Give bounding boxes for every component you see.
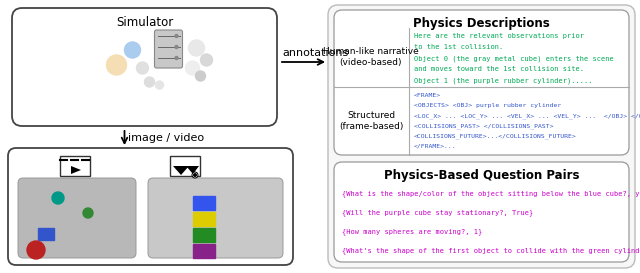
Polygon shape [173,166,189,175]
Text: Physics Descriptions: Physics Descriptions [413,17,550,31]
Circle shape [193,173,197,177]
Text: Structured
(frame-based): Structured (frame-based) [339,111,403,131]
Circle shape [195,71,205,81]
Text: <LOC_X> ... <LOC_Y> ... <VEL_X> ... <VEL_Y> ...  </OBJ> </OBJECTS>: <LOC_X> ... <LOC_Y> ... <VEL_X> ... <VEL… [414,113,640,118]
FancyBboxPatch shape [8,148,293,265]
Circle shape [156,81,163,89]
Text: image / video: image / video [129,133,205,143]
Circle shape [145,77,154,87]
Circle shape [106,55,127,75]
FancyBboxPatch shape [60,156,90,176]
Text: {What is the shape/color of the object sitting below the blue cube?, yellow cyli: {What is the shape/color of the object s… [342,190,640,197]
Circle shape [200,54,212,66]
Text: to the 1st collision.: to the 1st collision. [414,44,503,50]
Circle shape [175,46,178,49]
Text: Here are the relevant observations prior: Here are the relevant observations prior [414,33,584,39]
Text: <FRAME>: <FRAME> [414,93,441,98]
Bar [193,196,215,210]
Circle shape [83,208,93,218]
FancyBboxPatch shape [18,178,136,258]
Circle shape [27,241,45,259]
Text: <COLLISIONS_PAST> </COLLISIONS_PAST>: <COLLISIONS_PAST> </COLLISIONS_PAST> [414,123,554,129]
Bar [193,228,215,242]
Bar [193,244,215,258]
Text: </FRAME>...: </FRAME>... [414,143,456,148]
Circle shape [189,40,205,56]
FancyBboxPatch shape [12,8,277,126]
Text: Physics-Based Question Pairs: Physics-Based Question Pairs [384,170,579,182]
Text: Object 1 (the purple rubber cylinder).....: Object 1 (the purple rubber cylinder)...… [414,77,593,84]
Circle shape [125,42,141,58]
Text: Simulator: Simulator [116,16,173,28]
Text: and moves toward the 1st collision site.: and moves toward the 1st collision site. [414,66,584,72]
Circle shape [52,192,64,204]
FancyBboxPatch shape [148,178,283,258]
Bar [38,228,54,240]
Text: <COLLISIONS_FUTURE>...</COLLISIONS_FUTURE>: <COLLISIONS_FUTURE>...</COLLISIONS_FUTUR… [414,133,577,139]
Bar [193,212,215,226]
Text: <OBJECTS> <OBJ> purple rubber cylinder: <OBJECTS> <OBJ> purple rubber cylinder [414,103,561,108]
Circle shape [192,172,198,178]
Text: {How many spheres are moving?, 1}: {How many spheres are moving?, 1} [342,228,483,235]
Text: {Will the purple cube stay stationary?, True}: {Will the purple cube stay stationary?, … [342,209,533,216]
FancyBboxPatch shape [328,5,635,268]
FancyBboxPatch shape [154,30,182,68]
Text: annotations: annotations [282,48,348,58]
Circle shape [136,62,148,74]
Text: Human-like narrative
(video-based): Human-like narrative (video-based) [323,47,419,67]
FancyBboxPatch shape [334,162,629,262]
Circle shape [186,61,200,75]
Circle shape [175,34,178,37]
FancyBboxPatch shape [334,10,629,155]
Circle shape [175,57,178,60]
Text: Object 0 (the gray metal cube) enters the scene: Object 0 (the gray metal cube) enters th… [414,55,614,61]
Text: {What's the shape of the first object to collide with the green cylinder?, spher: {What's the shape of the first object to… [342,247,640,254]
Polygon shape [71,166,81,174]
Polygon shape [186,166,199,174]
FancyBboxPatch shape [170,156,200,176]
